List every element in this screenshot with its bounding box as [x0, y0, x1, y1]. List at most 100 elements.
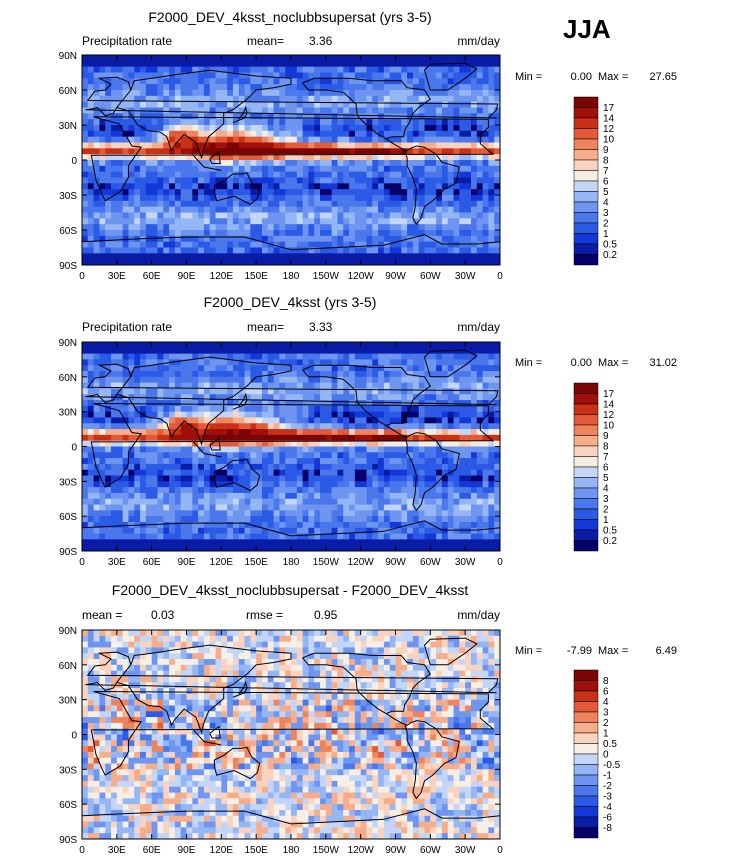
colorbar-swatch	[573, 180, 599, 192]
colorbar-swatch	[573, 753, 599, 765]
colorbar-label: 1	[603, 229, 609, 240]
lon-tick-label: 0	[497, 271, 503, 282]
colorbar-label: 0.5	[603, 240, 617, 251]
lat-tick-label: 60S	[59, 800, 77, 811]
lat-tick-label: 30S	[59, 765, 77, 776]
colorbar-label: -3	[603, 792, 612, 803]
lat-tick-label: 0	[71, 156, 77, 167]
colorbar-label: 1	[603, 515, 609, 526]
colorbar-label: 8	[603, 156, 609, 167]
lon-tick-label: 30W	[455, 845, 476, 856]
lon-tick-label: 0	[497, 845, 503, 856]
lat-tick-label: 90N	[59, 51, 77, 62]
colorbar-label: 4	[603, 697, 609, 708]
colorbar-swatch	[573, 743, 599, 755]
colorbar-swatch	[573, 393, 599, 405]
colorbar-swatch	[573, 498, 599, 510]
colorbar-label: 6	[603, 687, 609, 698]
colorbar-swatch	[573, 764, 599, 776]
lon-tick-label: 60E	[143, 271, 161, 282]
colorbar-label: 14	[603, 400, 615, 411]
lon-tick-label: 30W	[455, 271, 476, 282]
panel-3-rmse-label: rmse =	[246, 608, 283, 622]
lon-tick-label: 150W	[313, 557, 340, 568]
colorbar-swatch	[573, 690, 599, 702]
panel-1-title: F2000_DEV_4ksst_noclubbsupersat (yrs 3-5…	[148, 9, 431, 25]
lon-tick-label: 150E	[244, 557, 268, 568]
lon-tick-label: 60E	[143, 557, 161, 568]
lon-tick-label: 150E	[244, 845, 268, 856]
colorbar-swatch	[573, 519, 599, 531]
panel-3-mean-label: mean =	[82, 608, 122, 622]
colorbar-swatch	[573, 722, 599, 734]
lon-tick-label: 90E	[178, 845, 196, 856]
colorbar-label: 8	[603, 442, 609, 453]
colorbar-swatch	[573, 117, 599, 129]
colorbar-swatch	[573, 445, 599, 457]
colorbar-label: 8	[603, 676, 609, 687]
lon-tick-label: 60W	[420, 845, 441, 856]
field-grid	[82, 630, 500, 839]
colorbar-label: 17	[603, 389, 615, 400]
colorbar-swatch	[573, 701, 599, 713]
colorbar-label: 12	[603, 124, 615, 135]
colorbar-swatch	[573, 508, 599, 520]
lon-tick-label: 90W	[385, 845, 406, 856]
lon-tick-label: 90W	[385, 557, 406, 568]
colorbar-label: 3	[603, 494, 609, 505]
lat-tick-label: 60S	[59, 226, 77, 237]
panel-2: F2000_DEV_4ksst (yrs 3-5) Precipitation …	[59, 294, 677, 568]
colorbar-label: 17	[603, 103, 615, 114]
colorbar-swatch	[573, 816, 599, 828]
colorbar-label: 14	[603, 114, 615, 125]
lat-tick-label: 30N	[59, 121, 77, 132]
colorbar-label: -1	[603, 771, 612, 782]
field-grid	[82, 55, 500, 265]
colorbar-swatch	[573, 201, 599, 213]
colorbar-label: 3	[603, 708, 609, 719]
panel-2-mean-label: mean=	[247, 320, 284, 334]
lat-tick-label: 90S	[59, 835, 77, 846]
panel-2-units: mm/day	[457, 320, 500, 334]
panel-2-variable-label: Precipitation rate	[82, 320, 172, 334]
lon-tick-label: 60W	[420, 557, 441, 568]
lon-tick-label: 120W	[348, 271, 375, 282]
colorbar-label: 2	[603, 505, 609, 516]
colorbar-label: 0.2	[603, 250, 617, 261]
panel-3-max-value: 6.49	[656, 645, 677, 657]
colorbar-swatch	[573, 487, 599, 499]
colorbar-label: 6	[603, 177, 609, 188]
colorbar-swatch	[573, 669, 599, 681]
colorbar-swatch	[573, 466, 599, 478]
panel-3-max-label: Max =	[598, 645, 628, 657]
panel-3-title: F2000_DEV_4ksst_noclubbsupersat - F2000_…	[112, 582, 469, 598]
lat-tick-label: 0	[71, 443, 77, 454]
colorbar-swatch	[573, 785, 599, 797]
lon-tick-label: 120E	[210, 271, 234, 282]
colorbar-label: 0.5	[603, 739, 617, 750]
panel-2-mean-value: 3.33	[309, 320, 333, 334]
colorbar-swatch	[573, 403, 599, 415]
colorbar-swatch	[573, 827, 599, 839]
lon-tick-label: 0	[79, 557, 85, 568]
colorbar-label: -8	[603, 823, 612, 834]
lon-tick-label: 90W	[385, 271, 406, 282]
coastlines	[82, 637, 500, 825]
colorbar-swatch	[573, 540, 599, 552]
colorbar-swatch	[573, 382, 599, 394]
lon-tick-label: 150W	[313, 271, 340, 282]
colorbar-swatch	[573, 159, 599, 171]
panel-1-max-label: Max =	[598, 71, 628, 83]
coastlines	[82, 62, 500, 251]
colorbar-label: 12	[603, 410, 615, 421]
panel-3-mean-value: 0.03	[151, 608, 175, 622]
panel-3-min-label: Min =	[515, 645, 542, 657]
lon-tick-label: 0	[497, 557, 503, 568]
colorbar-label: -2	[603, 781, 612, 792]
colorbar-swatch	[573, 138, 599, 150]
